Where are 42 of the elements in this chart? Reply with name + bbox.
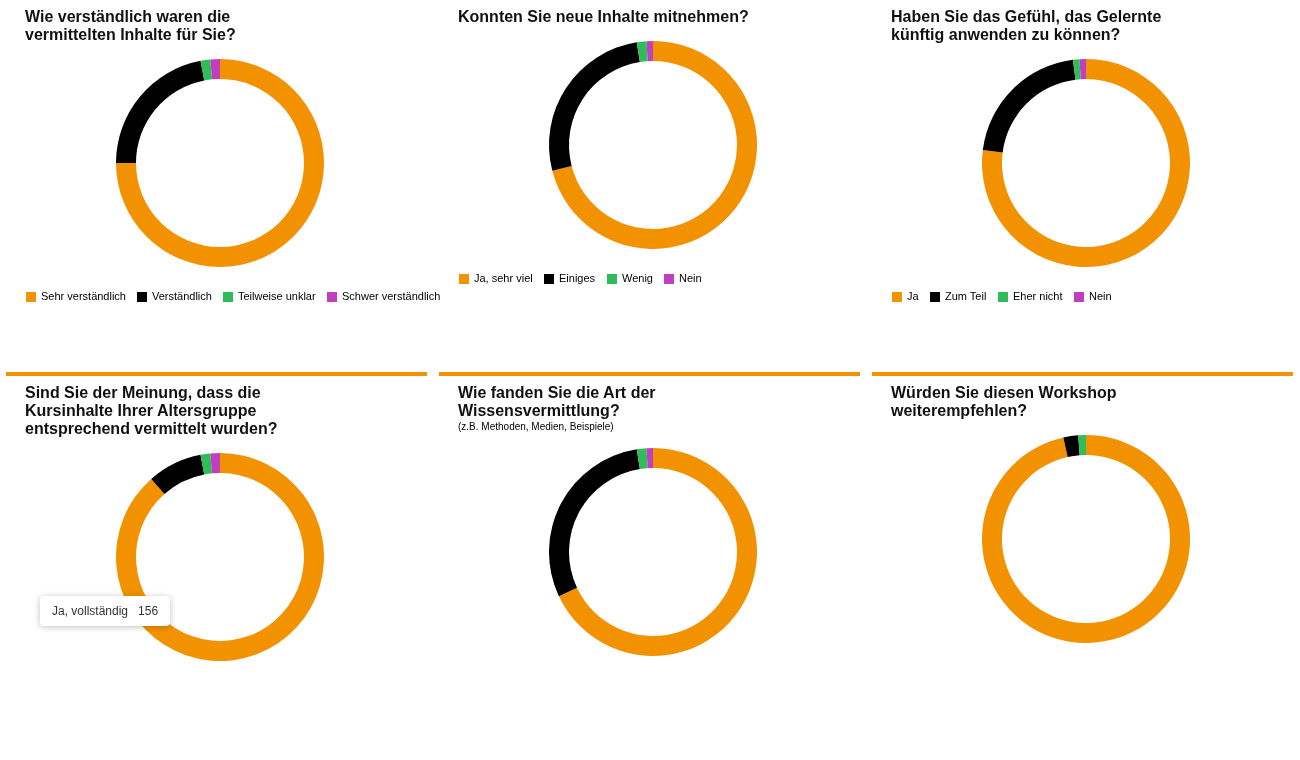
chart-title: Wie verständlich waren die vermittelten Inhalte für Sie? [25, 8, 236, 43]
donut-slice [200, 453, 213, 475]
donut-slice [1078, 435, 1086, 456]
legend-label: Nein [1089, 290, 1112, 302]
donut-slice [982, 435, 1190, 643]
legend-label: Eher nicht [1013, 290, 1063, 302]
legend-label: Ja [907, 290, 920, 302]
chart-title: Konnten Sie neue Inhalte mitnehmen? [458, 8, 749, 25]
chart-subtitle: (z.B. Methoden, Medien, Beispiele) [458, 421, 614, 432]
legend-label: Einiges [559, 272, 596, 284]
donut-slice [558, 448, 757, 656]
donut-slice [552, 41, 757, 249]
donut-slice [116, 60, 205, 163]
donut-slice [982, 59, 1190, 267]
donut-slice [1063, 435, 1080, 458]
chart-title: Sind Sie der Meinung, dass die Kursinhalte Ihrer Altersgruppe entsprechend vermittelt wurden? [25, 384, 278, 437]
legend-label: Sehr verständlich [41, 290, 126, 302]
donut-slice [636, 448, 648, 470]
donut-slice [549, 449, 640, 597]
chart-title: Haben Sie das Gefühl, das Gelernte künftig anwenden zu können? [891, 8, 1162, 43]
donut-slice [636, 41, 648, 63]
donut-slice [1079, 59, 1086, 80]
legend-label: Wenig [622, 272, 653, 284]
donut-slice [210, 59, 220, 80]
chart-title: Wie fanden Sie die Art der Wissensvermittlung? [458, 384, 656, 419]
donut-slice [200, 59, 213, 81]
donut-slice [646, 448, 653, 469]
donut-slice [982, 59, 1076, 153]
donut-slice [116, 59, 324, 267]
text: Ja, vollständig 156 [40, 596, 171, 626]
donut-slice [549, 42, 640, 171]
legend-label: Zum Teil [945, 290, 987, 302]
donut-slice [1072, 59, 1081, 80]
donut-slice [151, 454, 205, 494]
donut-slice [646, 41, 653, 62]
legend-label: Ja, sehr viel [474, 272, 533, 284]
legend-label: Teilweise unklar [238, 290, 316, 302]
donut-slice [210, 453, 220, 474]
chart-title: Würden Sie diesen Workshop weiterempfehlen? [890, 384, 1117, 419]
legend-label: Nein [679, 272, 702, 284]
legend-label: Schwer verständlich [342, 290, 441, 302]
legend-label: Verständlich [152, 290, 212, 302]
